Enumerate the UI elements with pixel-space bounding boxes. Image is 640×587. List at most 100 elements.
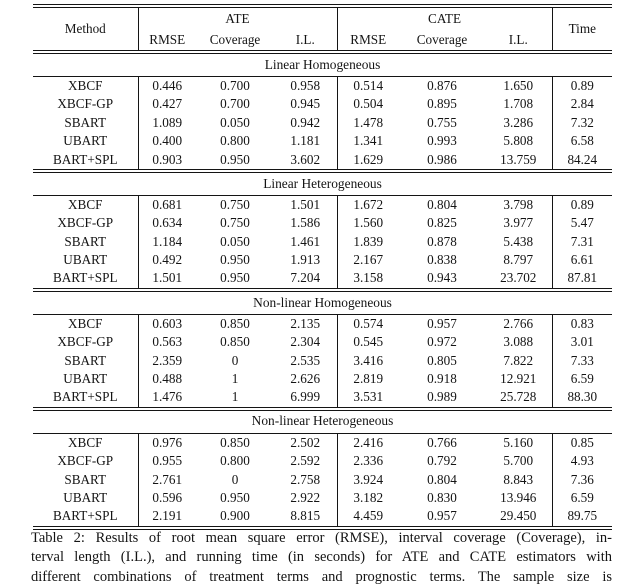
ate-il-cell: 7.204 xyxy=(290,270,321,286)
cate-rmse-cell: 1.560 xyxy=(336,214,399,233)
table-row: UBART 0.492 0.950 1.913 2.167 0.838 8.79… xyxy=(33,251,613,270)
time-cell: 0.85 xyxy=(551,433,613,453)
ate-coverage-cell: 0.950 xyxy=(220,252,250,268)
cate-il-cell: 5.160 xyxy=(503,434,534,450)
header-time: Time xyxy=(551,4,613,52)
cate-rmse-cell: 3.924 xyxy=(336,470,399,490)
section-title-row: Linear Homogeneous xyxy=(33,50,613,77)
results-table: Method ATE CATE Time RMSE Coverage I.L. … xyxy=(33,4,613,530)
table-row: BART+SPL 1.476 1 6.999 3.531 0.989 25.72… xyxy=(33,388,613,409)
method-cell: BART+SPL xyxy=(52,270,118,286)
ate-rmse-cell: 0.603 xyxy=(137,314,196,334)
ate-il-cell: 1.501 xyxy=(290,196,321,212)
method-cell: UBART xyxy=(63,133,108,149)
cate-coverage-cell: 0.989 xyxy=(427,389,457,405)
method-cell: SBART xyxy=(64,352,107,368)
cate-rmse-cell: 0.504 xyxy=(336,95,399,114)
ate-rmse-cell: 0.446 xyxy=(137,76,196,96)
cate-rmse-cell: 3.182 xyxy=(336,489,399,508)
ate-il-cell: 0.942 xyxy=(290,114,321,130)
ate-coverage-cell: 0.800 xyxy=(220,133,250,149)
table-row: SBART 1.089 0.050 0.942 1.478 0.755 3.28… xyxy=(33,113,613,133)
cate-rmse-cell: 2.336 xyxy=(336,452,399,471)
ate-coverage-cell: 0.800 xyxy=(220,453,250,469)
table-row: SBART 1.184 0.050 1.461 1.839 0.878 5.43… xyxy=(33,232,613,252)
ate-coverage-cell: 0.900 xyxy=(196,507,274,530)
ate-coverage-cell: 0.700 xyxy=(220,77,250,93)
cate-il-cell: 5.438 xyxy=(503,233,534,249)
cate-il-cell: 1.650 xyxy=(503,77,534,93)
ate-il-cell: 2.135 xyxy=(290,315,321,331)
ate-coverage-cell: 0 xyxy=(231,471,239,487)
cate-il-cell: 23.702 xyxy=(500,270,537,286)
method-cell: BART+SPL xyxy=(33,507,138,530)
header-sub-row: RMSE Coverage I.L. RMSE Coverage I.L. xyxy=(33,30,612,52)
cate-il-cell: 8.797 xyxy=(503,252,534,268)
cate-il-cell: 5.700 xyxy=(503,453,534,469)
cate-coverage-cell: 0.943 xyxy=(427,270,457,286)
time-cell: 7.31 xyxy=(551,232,613,252)
ate-coverage-cell: 0.750 xyxy=(220,196,250,212)
ate-coverage-cell: 0.750 xyxy=(220,215,250,231)
cate-coverage-cell: 0.986 xyxy=(427,151,457,167)
cate-rmse-cell: 2.416 xyxy=(336,433,399,453)
ate-rmse-cell: 0.400 xyxy=(137,132,196,151)
time-cell: 88.30 xyxy=(551,388,613,409)
time-cell: 7.33 xyxy=(551,351,613,371)
cate-coverage-cell: 0.993 xyxy=(427,133,457,149)
method-cell: XBCF xyxy=(68,315,103,331)
ate-rmse-cell: 1.184 xyxy=(137,232,196,252)
cate-coverage-cell: 0.957 xyxy=(427,315,457,331)
time-cell: 2.84 xyxy=(551,95,613,114)
time-cell: 87.81 xyxy=(551,269,613,290)
ate-coverage-cell: 0.050 xyxy=(220,233,250,249)
cate-rmse-cell: 3.158 xyxy=(336,269,399,290)
header-cate-group: CATE xyxy=(336,4,553,30)
section-title: Linear Heterogeneous xyxy=(33,168,613,196)
table-header: Method ATE CATE Time RMSE Coverage I.L. … xyxy=(33,4,613,52)
ate-il-cell: 8.815 xyxy=(274,507,337,530)
caption-line: different combinations of treatment term… xyxy=(31,568,612,585)
method-cell: XBCF xyxy=(68,77,103,93)
table-row: UBART 0.596 0.950 2.922 3.182 0.830 13.9… xyxy=(33,489,613,508)
ate-rmse-cell: 0.563 xyxy=(137,333,196,352)
ate-coverage-cell: 0.700 xyxy=(220,96,250,112)
cate-rmse-cell: 1.478 xyxy=(336,113,399,133)
ate-coverage-cell: 0 xyxy=(231,352,239,368)
section-title: Linear Homogeneous xyxy=(33,50,613,77)
section-title-row: Non-linear Heterogeneous xyxy=(33,406,613,434)
ate-il-cell: 0.958 xyxy=(290,77,321,93)
cate-rmse-cell: 1.341 xyxy=(336,132,399,151)
table-row: XBCF 0.446 0.700 0.958 0.514 0.876 1.650… xyxy=(33,76,613,96)
cate-rmse-cell: 3.416 xyxy=(336,351,399,371)
ate-il-cell: 1.586 xyxy=(290,215,321,231)
time-cell: 84.24 xyxy=(551,150,613,171)
caption-line: terval length (I.L.), and running time (… xyxy=(31,549,612,566)
method-cell: SBART xyxy=(64,114,107,130)
table-row: XBCF 0.603 0.850 2.135 0.574 0.957 2.766… xyxy=(33,314,613,334)
header-group-row: Method ATE CATE Time xyxy=(33,4,613,52)
table-row: BART+SPL 2.191 0.900 8.815 4.459 0.957 2… xyxy=(33,507,613,530)
ate-rmse-cell: 1.501 xyxy=(137,269,196,290)
cate-il-cell: 3.286 xyxy=(503,114,534,130)
time-cell: 0.89 xyxy=(551,76,613,96)
section-title: Non-linear Heterogeneous xyxy=(33,406,613,434)
table-row: XBCF 0.976 0.850 2.502 2.416 0.766 5.160… xyxy=(33,433,613,453)
ate-il-cell: 2.535 xyxy=(290,352,321,368)
ate-rmse-cell: 0.903 xyxy=(137,150,196,171)
section-title: Non-linear Homogeneous xyxy=(33,287,613,315)
cate-coverage-cell: 0.918 xyxy=(427,371,457,387)
cate-il-cell: 25.728 xyxy=(500,389,537,405)
table-row: XBCF-GP 0.563 0.850 2.304 0.545 0.972 3.… xyxy=(33,333,613,352)
method-cell: XBCF-GP xyxy=(57,453,114,469)
cate-coverage-cell: 0.804 xyxy=(427,471,457,487)
time-cell: 3.01 xyxy=(551,333,613,352)
method-cell: UBART xyxy=(63,252,108,268)
method-cell: SBART xyxy=(64,233,107,249)
table-row: UBART 0.400 0.800 1.181 1.341 0.993 5.80… xyxy=(33,132,613,151)
cate-il-cell: 8.843 xyxy=(503,471,534,487)
table-row: SBART 2.761 0 2.758 3.924 0.804 8.843 7.… xyxy=(33,470,613,490)
table-row: XBCF 0.681 0.750 1.501 1.672 0.804 3.798… xyxy=(33,195,613,215)
method-cell: BART+SPL xyxy=(52,389,118,405)
cate-il-cell: 13.946 xyxy=(500,489,537,505)
